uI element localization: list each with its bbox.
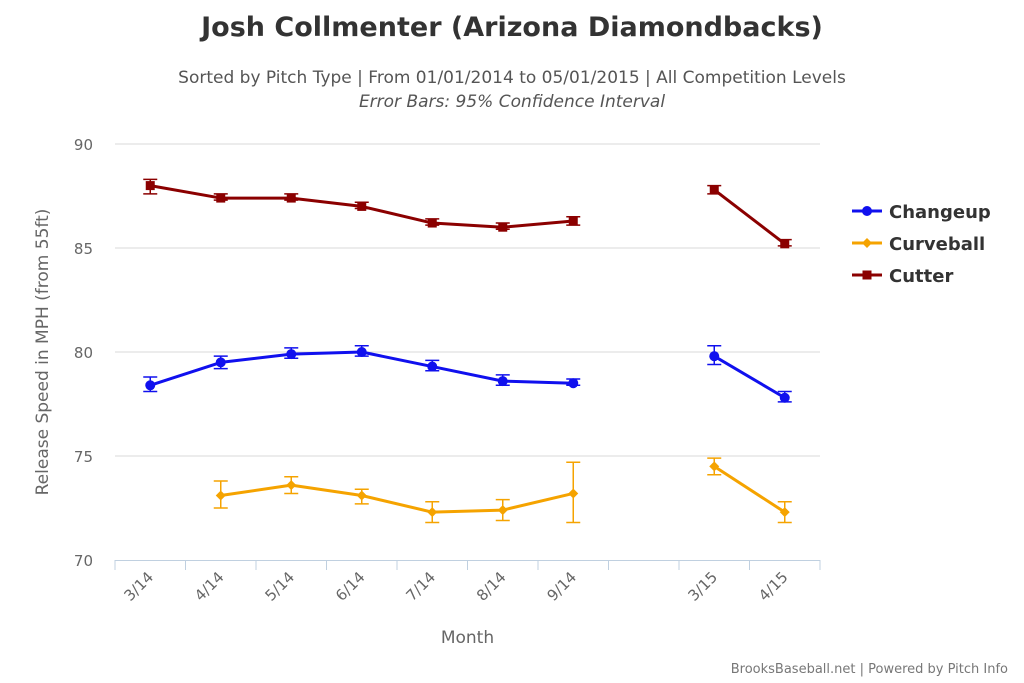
curveball-point [497,505,508,516]
x-tick-label: 6/14 [332,568,369,605]
changeup-line [713,354,786,400]
curveball-line [713,465,786,514]
x-tick-label: 9/14 [544,568,581,605]
legend-changeup-marker [862,206,872,216]
legend-changeup-label[interactable]: Changeup [889,202,991,223]
legend-cutter-marker [862,270,872,280]
cutter-point [498,222,508,232]
cutter-point [780,239,790,249]
curveball-line [220,483,574,514]
y-tick-label: 90 [74,136,93,154]
changeup-point [779,392,790,403]
y-tick-label: 75 [74,448,93,466]
curveball-point [709,461,720,472]
curveball-point [427,507,438,518]
changeup-point [145,380,156,391]
x-tick-label: 3/15 [685,568,722,605]
cutter-point [709,185,719,195]
y-tick-label: 80 [74,344,93,362]
curveball-point [568,488,579,499]
x-tick-label: 4/15 [755,568,792,605]
changeup-point [709,351,720,362]
changeup-point [427,361,438,372]
chart-title: Josh Collmenter (Arizona Diamondbacks) [201,12,823,43]
curveball-point [356,490,367,501]
y-tick-label: 85 [74,240,93,258]
changeup-point [356,347,367,357]
changeup-point [286,349,297,360]
changeup-point [497,376,508,387]
legend-curveball-marker [862,238,872,248]
x-tick-label: 7/14 [403,568,440,605]
chart-subtitle: Sorted by Pitch Type | From 01/01/2014 t… [178,68,846,88]
changeup-point [568,378,579,389]
x-tick-label: 3/14 [121,568,158,605]
cutter-point [357,201,367,211]
x-tick-label: 8/14 [473,568,510,605]
cutter-point [216,193,226,203]
changeup-point [215,357,226,368]
curveball-point [215,490,226,501]
chart-error-bar-note: Error Bars: 95% Confidence Interval [358,92,666,112]
credits[interactable]: BrooksBaseball.net | Powered by Pitch In… [730,662,1008,677]
cutter-point [568,216,578,226]
cutter-point [286,193,296,203]
curveball-point [286,480,297,491]
y-axis-title: Release Speed in MPH (from 55ft) [33,209,53,496]
cutter-point [145,181,155,191]
y-tick-label: 70 [74,552,93,570]
cutter-line [713,188,786,246]
cutter-point [427,218,437,228]
legend-curveball-label[interactable]: Curveball [889,234,985,255]
curveball-point [779,507,790,518]
x-axis-title: Month [441,628,494,648]
x-tick-label: 4/14 [191,568,228,605]
x-tick-label: 5/14 [262,568,299,605]
legend-cutter-label[interactable]: Cutter [889,266,953,287]
